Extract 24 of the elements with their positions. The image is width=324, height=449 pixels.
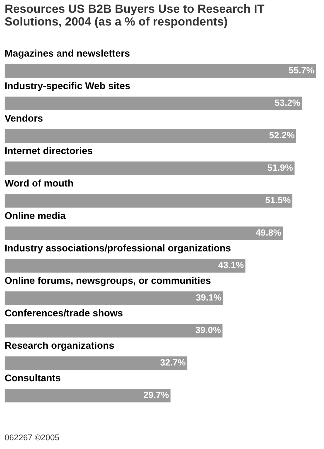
- y-tick-label: Internet directories: [6, 147, 93, 154]
- data-label: 53.2%: [275, 100, 300, 106]
- y-tick-label: Research organizations: [6, 342, 114, 352]
- chart-title: Resources US B2B Buyers Use to Research IT Solutions, 2004 (as a % of respondents): [5, 4, 265, 28]
- data-label: 29.7%: [144, 392, 169, 398]
- text: 062267 ©2005: [5, 434, 60, 441]
- data-label: 51.5%: [266, 197, 291, 204]
- data-label: 43.1%: [218, 262, 244, 268]
- y-tick-label: Consultants: [5, 374, 61, 382]
- data-label: 32.7%: [160, 359, 186, 366]
- y-tick-label: Word of mouth: [4, 180, 74, 187]
- y-tick-label: Industry associations/professional organizations: [6, 244, 231, 254]
- y-tick-label: Industry-specific Web sites: [6, 82, 130, 92]
- y-tick-label: Online media: [5, 212, 66, 220]
- y-tick-label: Conferences/trade shows: [5, 310, 123, 317]
- data-label: 52.2%: [270, 132, 295, 139]
- data-label: 39.0%: [196, 326, 221, 334]
- data-label: 51.9%: [268, 164, 294, 172]
- data-label: 55.7%: [289, 67, 314, 74]
- y-tick-label: Vendors: [4, 114, 43, 122]
- y-tick-label: Magazines and newsletters: [6, 50, 130, 59]
- y-tick-label: Online forums, newsgroups, or communities: [5, 277, 211, 286]
- data-label: 39.1%: [196, 294, 222, 301]
- data-label: 49.8%: [256, 230, 282, 236]
